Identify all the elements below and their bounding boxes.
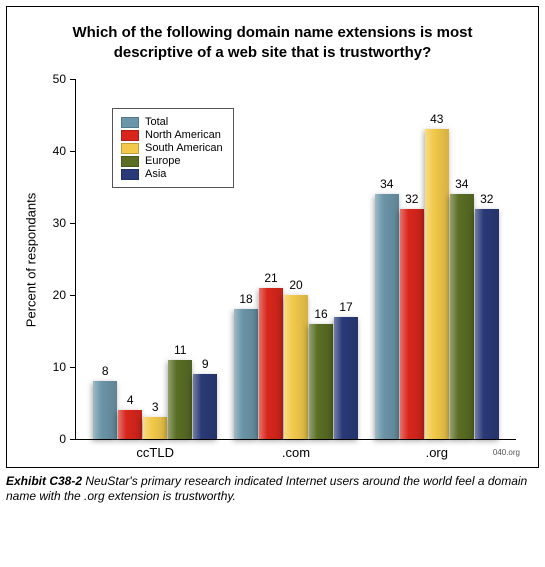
plot-wrap: Percent of respondants TotalNorth Americ… <box>75 80 516 440</box>
bar: 17 <box>334 317 358 439</box>
bar-fill <box>143 417 167 439</box>
bar: 34 <box>375 194 399 439</box>
legend-swatch <box>121 169 139 180</box>
bar-fill <box>400 209 424 439</box>
bar-value-label: 8 <box>102 364 109 378</box>
x-tick-label: ccTLD <box>136 445 174 460</box>
legend-item: Total <box>121 116 223 128</box>
caption-text: NeuStar's primary research indicated Int… <box>6 474 527 503</box>
bar-fill <box>375 194 399 439</box>
legend-label: Total <box>145 116 168 128</box>
bar-value-label: 17 <box>339 300 352 314</box>
y-tick-label: 30 <box>53 216 66 230</box>
y-tick <box>70 223 76 224</box>
legend: TotalNorth AmericanSouth AmericanEuropeA… <box>112 108 234 188</box>
y-tick-label: 40 <box>53 144 66 158</box>
bar-group: 3432433432 <box>375 129 499 439</box>
legend-label: North American <box>145 129 221 141</box>
legend-label: Europe <box>145 155 180 167</box>
bar-value-label: 34 <box>455 177 468 191</box>
bar-value-label: 43 <box>430 112 443 126</box>
bar-fill <box>425 129 449 439</box>
bar: 18 <box>234 309 258 439</box>
bar-value-label: 3 <box>152 400 159 414</box>
y-axis-label: Percent of respondants <box>24 193 39 327</box>
x-tick-label: .com <box>282 445 310 460</box>
bar: 21 <box>259 288 283 439</box>
container: Which of the following domain name exten… <box>0 0 545 508</box>
bar-fill <box>234 309 258 439</box>
y-tick <box>70 295 76 296</box>
bar: 3 <box>143 417 167 439</box>
y-tick-label: 20 <box>53 288 66 302</box>
legend-item: North American <box>121 129 223 141</box>
legend-item: Asia <box>121 168 223 180</box>
bar-fill <box>118 410 142 439</box>
y-tick <box>70 367 76 368</box>
bar-fill <box>475 209 499 439</box>
bar-fill <box>259 288 283 439</box>
bar-fill <box>450 194 474 439</box>
legend-swatch <box>121 143 139 154</box>
bar-value-label: 16 <box>314 307 327 321</box>
bar-value-label: 11 <box>174 343 186 357</box>
bar-value-label: 21 <box>264 271 277 285</box>
y-tick <box>70 79 76 80</box>
x-tick-label: .org <box>426 445 448 460</box>
bar-value-label: 9 <box>202 357 209 371</box>
plot-area: TotalNorth AmericanSouth AmericanEuropeA… <box>75 80 516 440</box>
y-tick <box>70 439 76 440</box>
bar: 11 <box>168 360 192 439</box>
legend-label: South American <box>145 142 223 154</box>
legend-item: Europe <box>121 155 223 167</box>
bar-value-label: 20 <box>289 278 302 292</box>
bar: 20 <box>284 295 308 439</box>
bar: 4 <box>118 410 142 439</box>
y-tick-label: 50 <box>53 72 66 86</box>
legend-swatch <box>121 130 139 141</box>
bar-group: 843119 <box>93 360 217 439</box>
bar: 16 <box>309 324 333 439</box>
y-tick <box>70 151 76 152</box>
bar-fill <box>284 295 308 439</box>
bar-fill <box>193 374 217 439</box>
bar-fill <box>334 317 358 439</box>
legend-label: Asia <box>145 168 166 180</box>
caption: Exhibit C38-2 NeuStar's primary research… <box>6 474 539 504</box>
bar-fill <box>309 324 333 439</box>
chart-box: Which of the following domain name exten… <box>6 6 539 468</box>
bar-value-label: 4 <box>127 393 134 407</box>
bar: 32 <box>400 209 424 439</box>
bar: 43 <box>425 129 449 439</box>
legend-swatch <box>121 156 139 167</box>
y-tick-label: 0 <box>59 432 66 446</box>
legend-swatch <box>121 117 139 128</box>
bar: 8 <box>93 381 117 439</box>
bar-fill <box>93 381 117 439</box>
bar: 9 <box>193 374 217 439</box>
bar-value-label: 34 <box>380 177 393 191</box>
legend-item: South American <box>121 142 223 154</box>
bar-group: 1821201617 <box>234 288 358 439</box>
bar-value-label: 32 <box>405 192 418 206</box>
bar-fill <box>168 360 192 439</box>
y-tick-label: 10 <box>53 360 66 374</box>
bar: 34 <box>450 194 474 439</box>
bar: 32 <box>475 209 499 439</box>
bar-value-label: 32 <box>480 192 493 206</box>
chart-title: Which of the following domain name exten… <box>35 23 510 62</box>
exhibit-label: Exhibit C38-2 <box>6 474 82 488</box>
bar-value-label: 18 <box>239 292 252 306</box>
